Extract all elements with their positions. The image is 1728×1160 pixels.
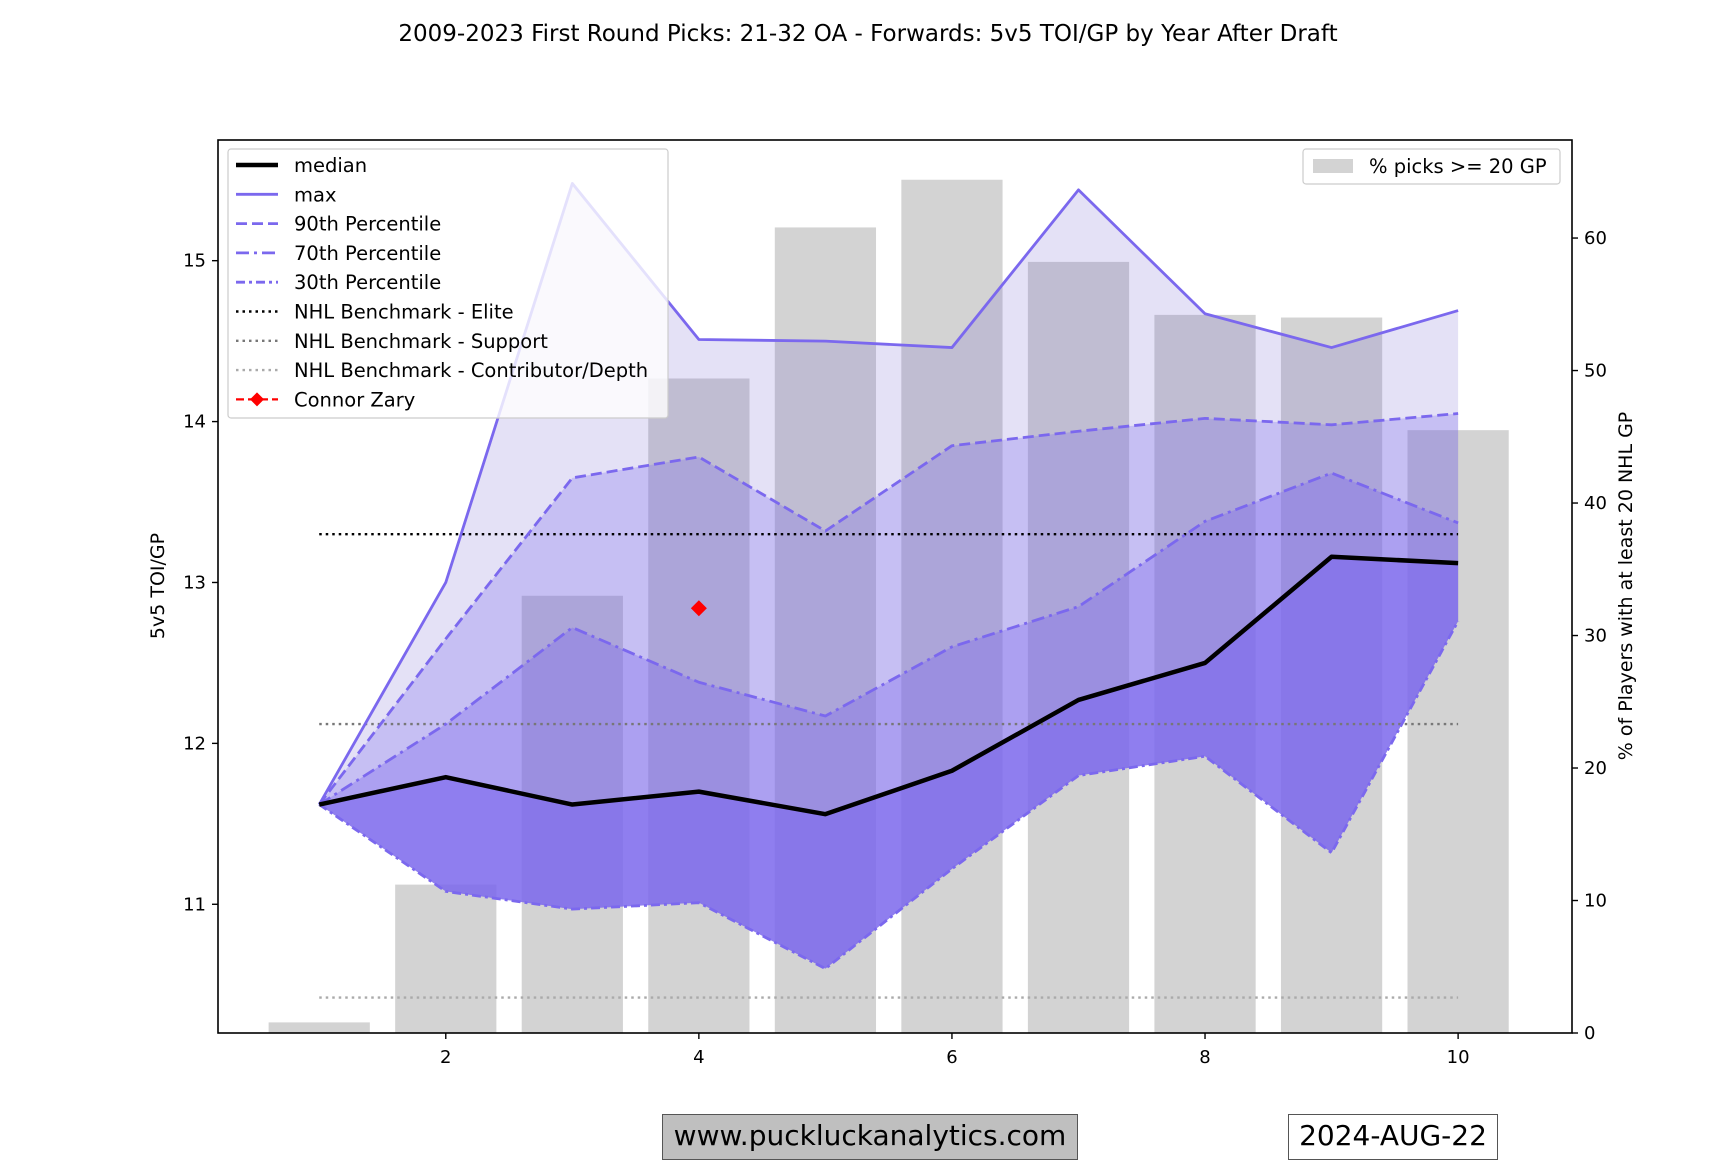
y-tick-label: 11: [183, 894, 206, 915]
x-tick-label: 8: [1199, 1047, 1210, 1068]
legend-label-nhl-benchmark-contributor-depth: NHL Benchmark - Contributor/Depth: [294, 359, 648, 382]
y2-tick-label: 0: [1584, 1023, 1595, 1044]
legend-label-90th-percentile: 90th Percentile: [294, 213, 441, 236]
player-layer: [690, 600, 707, 617]
bar-year-4: [648, 378, 750, 1033]
y2-tick-label: 40: [1584, 493, 1607, 514]
legend-label-max: max: [294, 183, 337, 206]
legend-marker-connor-zary: [250, 392, 264, 407]
legend-label-connor-zary: Connor Zary: [294, 388, 415, 411]
y-tick-label: 13: [183, 572, 206, 593]
legend-label-30th-percentile: 30th Percentile: [294, 271, 441, 294]
plot-frame: [217, 139, 1573, 1034]
x-tick-label: 4: [693, 1047, 704, 1068]
y-tick-label: 15: [183, 251, 206, 272]
x-tick-label: 2: [440, 1047, 451, 1068]
benchmarks-layer: [319, 533, 1459, 999]
y2-tick-label: 60: [1584, 228, 1607, 249]
y-tick-label: 14: [183, 412, 206, 433]
y-tick-label: 12: [183, 733, 206, 754]
legend-right-frame: [1302, 148, 1561, 185]
line-70th-percentile: [318, 471, 1459, 806]
y2-tick-label: 20: [1584, 758, 1607, 779]
y2-tick-label: 50: [1584, 361, 1607, 382]
legend-left-frame: [227, 148, 669, 419]
x-axis: 2 4 6 8 10: [440, 1033, 1470, 1068]
legend-label-nhl-benchmark-support: NHL Benchmark - Support: [294, 330, 548, 353]
bar-year-7: [1027, 261, 1130, 1033]
y2-tick-label: 30: [1584, 626, 1607, 647]
legend-swatch-bars: [1313, 159, 1353, 173]
legend-left: median max 90th Percentile 70th Percentile 3…: [227, 148, 669, 419]
bar-year-1: [268, 1022, 370, 1033]
legend-label-nhl-benchmark-elite: NHL Benchmark - Elite: [294, 301, 514, 324]
bar-year-10: [1407, 430, 1509, 1033]
legend-right: % picks >= 20 GP: [1302, 148, 1561, 185]
y-axis-left: 11 12 13 14 15: [183, 251, 218, 915]
bar-year-2: [395, 884, 497, 1033]
legend-label-70th-percentile: 70th Percentile: [294, 242, 441, 265]
line-90th-percentile: [318, 412, 1459, 806]
bands-layer: [319, 183, 1459, 969]
y-axis-label: 5v5 TOI/GP: [147, 533, 169, 639]
legend-label-median: median: [294, 154, 367, 177]
chart-title: 2009-2023 First Round Picks: 21-32 OA - …: [398, 21, 1337, 47]
y2-axis-label: % of Players with at least 20 NHL GP: [1615, 412, 1637, 761]
footer-date-text: 2024-AUG-22: [1299, 1119, 1487, 1152]
x-tick-label: 6: [946, 1047, 957, 1068]
legend-label-bars: % picks >= 20 GP: [1369, 155, 1547, 178]
y-axis-right: 0 10 20 30 40 50 60: [1572, 228, 1607, 1044]
player-marker: [690, 600, 707, 617]
x-tick-label: 10: [1447, 1047, 1470, 1068]
y2-tick-label: 10: [1584, 891, 1607, 912]
line-median: [318, 554, 1459, 817]
footer-date-box: 2024-AUG-22: [1288, 1114, 1498, 1160]
band-3: [319, 556, 1459, 969]
footer-website-box: www.puckluckanalytics.com: [662, 1114, 1078, 1160]
footer-website-text: www.puckluckanalytics.com: [673, 1119, 1067, 1152]
